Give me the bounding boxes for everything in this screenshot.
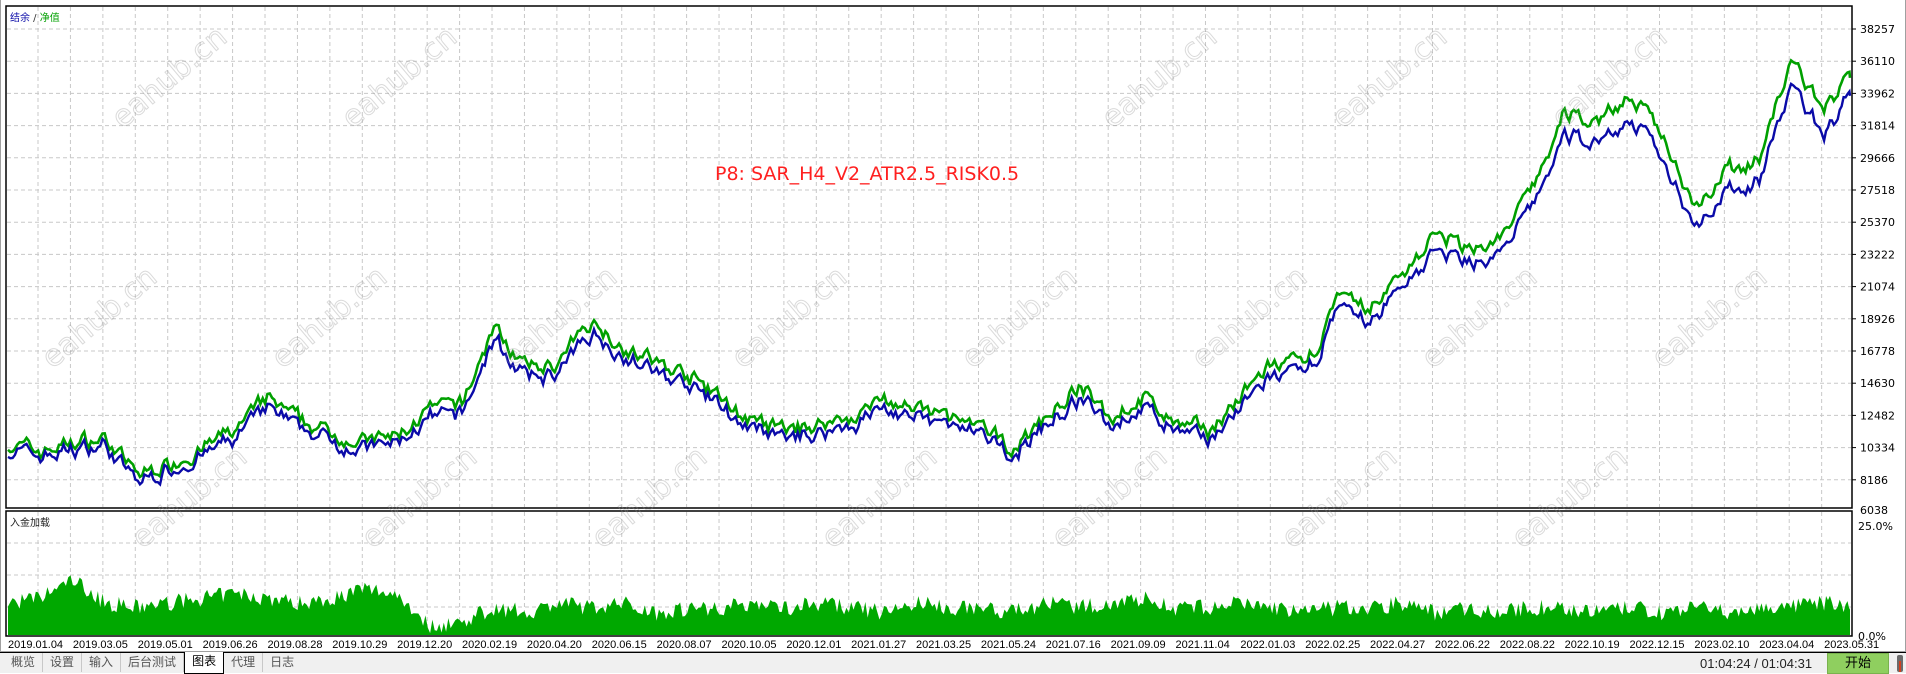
elapsed-time: 01:04:24 / 01:04:31 xyxy=(1700,656,1813,671)
y-tick-label: 23222 xyxy=(1860,248,1895,261)
y-tick-label: 21074 xyxy=(1860,281,1895,294)
balance-line xyxy=(7,82,1852,487)
x-tick-label: 2019.12.20 xyxy=(397,639,452,651)
y-tick-label: 14630 xyxy=(1860,377,1895,390)
load-tick-label: 0.0% xyxy=(1858,630,1886,643)
x-tick-label: 2022.04.27 xyxy=(1370,639,1425,651)
legend-equity: 净值 xyxy=(39,13,60,24)
x-tick-label: 2023.05.31 xyxy=(1824,639,1879,651)
tab-overview[interactable]: 概览 xyxy=(4,653,44,672)
x-tick-label: 2019.03.05 xyxy=(73,639,128,651)
backtest-chart: 38257 36110 33962 31814 29666 27518 25370 23222… xyxy=(5,5,1895,651)
resize-grip[interactable] xyxy=(1897,655,1903,672)
x-tick-label: 2022.10.19 xyxy=(1565,639,1620,651)
y-tick-label: 27518 xyxy=(1860,184,1895,197)
x-tick-label: 2022.12.15 xyxy=(1630,639,1685,651)
strategy-title: P8: SAR_H4_V2_ATR2.5_RISK0.5 xyxy=(715,163,1020,185)
x-tick-label: 2023.02.10 xyxy=(1694,639,1749,651)
x-tick-label: 2020.12.01 xyxy=(786,639,841,651)
x-tick-label: 2021.11.04 xyxy=(1175,639,1229,651)
y-tick-label: 16778 xyxy=(1860,345,1895,358)
y-tick-label: 33962 xyxy=(1860,87,1895,100)
x-tick-label: 2022.06.22 xyxy=(1435,639,1490,651)
load-tick-label: 25.0% xyxy=(1858,520,1893,533)
x-tick-label: 2019.01.04 xyxy=(8,639,63,651)
x-tick-label: 2020.10.05 xyxy=(721,639,776,651)
tab-bar: 概览 设置 输入 后台测试 图表 代理 日志 01:04:24 / 01:04:… xyxy=(0,652,1906,674)
y-tick-label: 18926 xyxy=(1860,313,1895,326)
y-tick-label: 29666 xyxy=(1860,152,1895,165)
x-tick-label: 2020.04.20 xyxy=(527,639,582,651)
x-tick-label: 2020.06.15 xyxy=(592,639,647,651)
x-tick-label: 2022.01.03 xyxy=(1240,639,1295,651)
x-tick-label: 2021.07.16 xyxy=(1046,639,1101,651)
main-plot-area xyxy=(5,5,1853,509)
tab-journal[interactable]: 日志 xyxy=(270,655,295,669)
start-button[interactable]: 开始 xyxy=(1827,653,1889,674)
tab-graph[interactable]: 图表 xyxy=(184,652,225,674)
y-tick-label: 25370 xyxy=(1860,216,1895,229)
legend-balance: 结余 xyxy=(10,13,30,24)
x-tick-label: 2021.05.24 xyxy=(981,639,1036,651)
x-tick-label: 2023.04.04 xyxy=(1759,639,1814,651)
x-tick-label: 2019.10.29 xyxy=(332,639,387,651)
tab-inputs[interactable]: 输入 xyxy=(82,653,122,672)
y-tick-label: 8186 xyxy=(1860,474,1888,487)
load-area xyxy=(8,575,1850,635)
x-tick-label: 2020.08.07 xyxy=(657,639,712,651)
y-tick-label: 12482 xyxy=(1860,409,1895,422)
x-tick-label: 2022.08.22 xyxy=(1500,639,1555,651)
y-tick-label: 31814 xyxy=(1860,120,1895,133)
tab-agents[interactable]: 代理 xyxy=(224,653,264,672)
x-tick-label: 2020.02.19 xyxy=(462,639,517,651)
y-tick-label: 6038 xyxy=(1860,504,1888,517)
x-tick-label: 2019.05.01 xyxy=(138,639,193,651)
y-tick-label: 38257 xyxy=(1860,23,1895,36)
subchart-label: 入金加载 xyxy=(10,518,50,529)
x-tick-label: 2022.02.25 xyxy=(1305,639,1360,651)
x-tick-label: 2019.08.28 xyxy=(267,639,322,651)
equity-line xyxy=(7,58,1852,479)
y-tick-label: 36110 xyxy=(1860,55,1895,68)
y-tick-label: 10334 xyxy=(1860,442,1895,455)
x-tick-label: 2019.06.26 xyxy=(203,639,258,651)
legend-separator: / xyxy=(30,13,40,24)
tab-backtest[interactable]: 后台测试 xyxy=(121,653,185,672)
tab-settings[interactable]: 设置 xyxy=(43,653,83,672)
x-tick-label: 2021.03.25 xyxy=(916,639,971,651)
x-tick-label: 2021.09.09 xyxy=(1111,639,1166,651)
chart-legend: 结余 / 净值 xyxy=(10,9,60,24)
x-tick-label: 2021.01.27 xyxy=(851,639,906,651)
